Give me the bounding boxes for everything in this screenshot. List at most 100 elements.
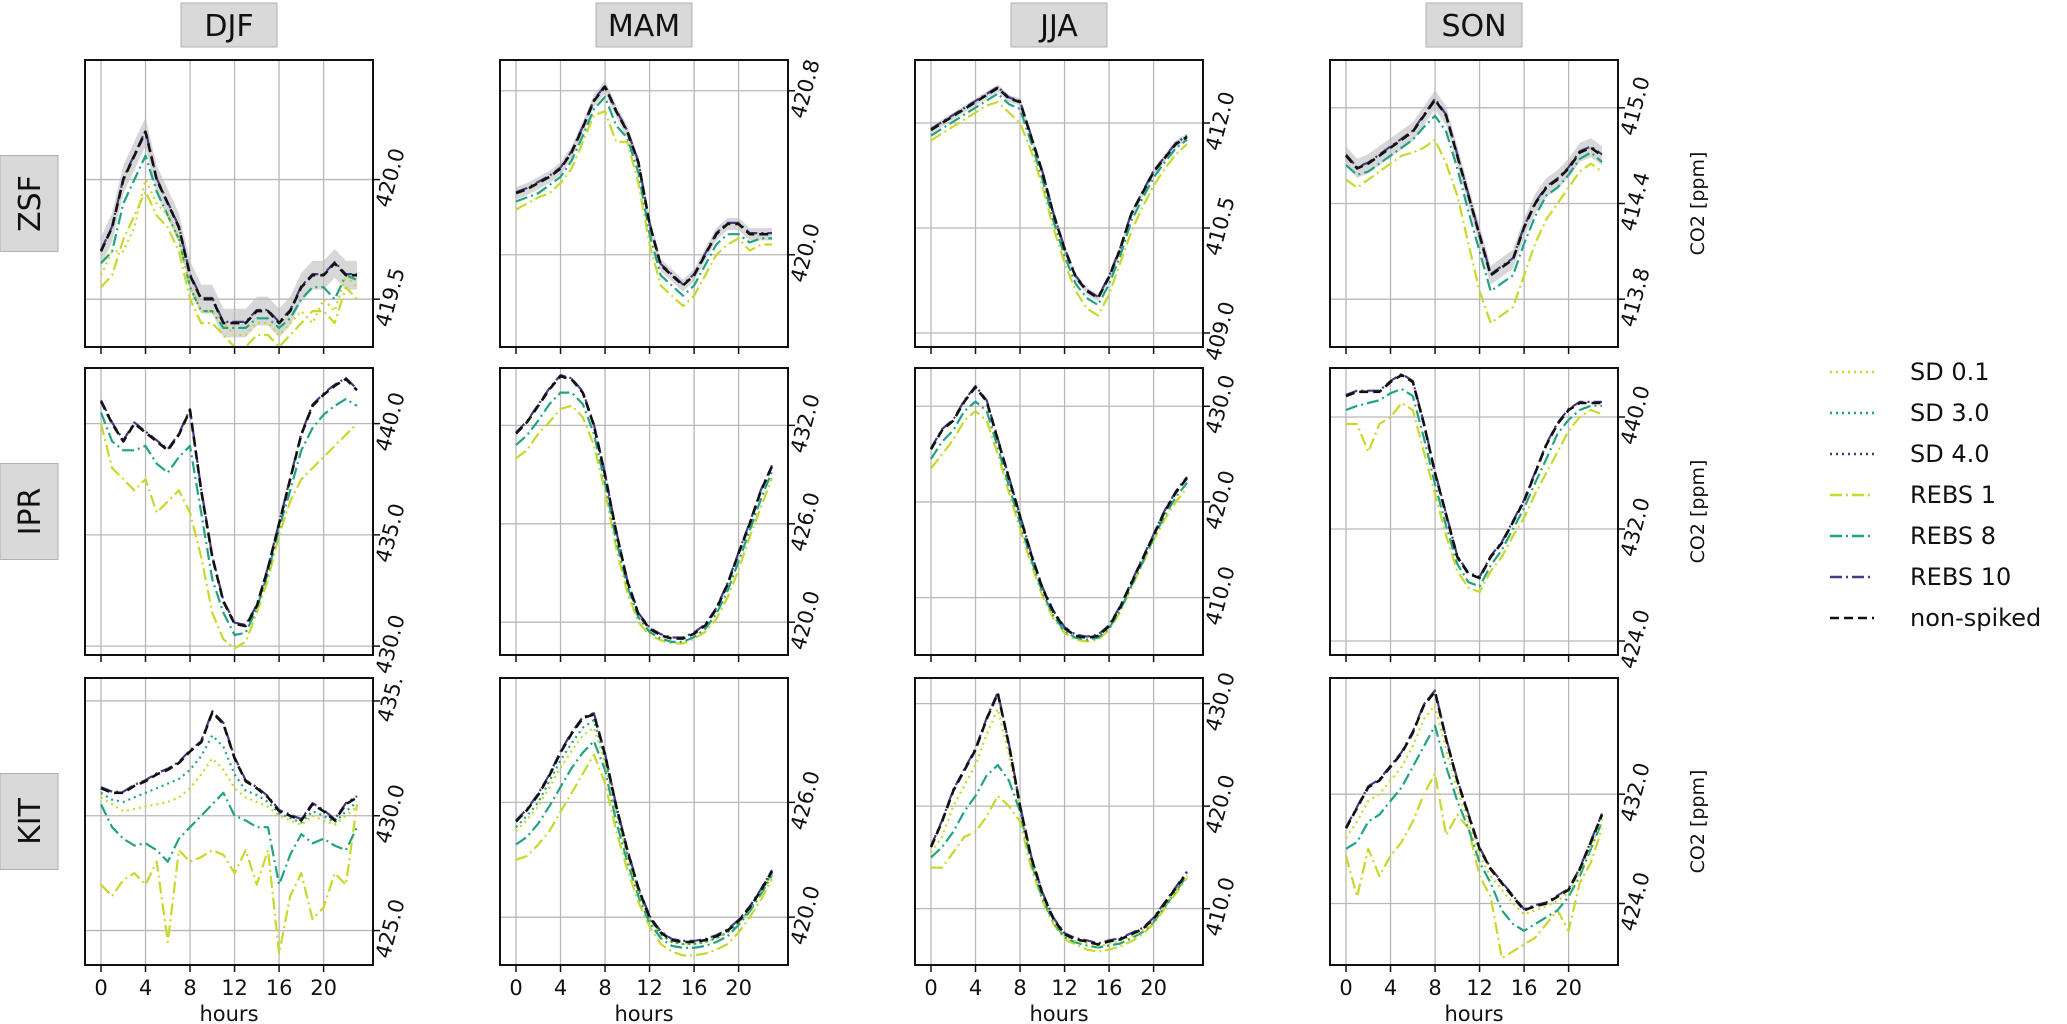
y-tick-label: 409.0 <box>1201 299 1240 363</box>
plot-frame <box>914 677 1204 966</box>
x-tick-label: 8 <box>1428 976 1441 1000</box>
plot-background <box>1330 678 1618 965</box>
column-header-box <box>1425 2 1523 48</box>
y-tick-label: 420.0 <box>371 146 410 210</box>
legend-label: non-spiked <box>1910 604 2041 632</box>
plot-frame <box>499 367 789 656</box>
x-tick-label: 20 <box>725 976 752 1000</box>
x-tick-label: 12 <box>221 976 248 1000</box>
y-tick-label: 410.5 <box>1201 194 1240 258</box>
y-tick-label: 432.0 <box>1616 760 1655 824</box>
plot-data <box>929 384 1189 643</box>
y-tick-label: 435. <box>373 673 408 724</box>
plot-data <box>930 84 1188 317</box>
y-tick-label: 435.0 <box>371 501 410 565</box>
row-header-label: ZSF <box>13 175 48 232</box>
plot-data <box>1345 372 1603 594</box>
plot-background <box>915 368 1203 655</box>
y-tick-label: 432.0 <box>786 391 825 455</box>
plot-data <box>515 712 774 957</box>
y-tick-label: 414.4 <box>1616 170 1655 234</box>
plot-frame <box>1329 367 1619 656</box>
panel-zsf-jja: 409.0 410.5 412.0 <box>914 59 1240 363</box>
series-line-rebs-1 <box>515 404 774 645</box>
series-line-rebs-8 <box>100 154 358 329</box>
plot-background <box>500 368 788 655</box>
plot-data <box>1344 689 1604 960</box>
legend-label: REBS 8 <box>1910 522 1996 550</box>
plot-frame <box>499 59 789 348</box>
x-tick-label: 4 <box>969 976 982 1000</box>
panel-kit-son: 0 4 8 12 16 20 hours 424.0 432.0 CO2 [ppm] <box>1329 677 1709 1024</box>
panel-ipr-djf: 430.0 435.0 440.0 <box>84 367 410 676</box>
x-tick-label: 8 <box>598 976 611 1000</box>
row-header-box <box>0 463 59 560</box>
x-axis-label: hours <box>614 1002 673 1024</box>
x-tick-label: 16 <box>1096 976 1123 1000</box>
series-line-rebs-1 <box>515 110 772 308</box>
plot-background <box>500 678 788 965</box>
y-tick-label: 430.0 <box>371 612 410 676</box>
series-line-sd-3-0 <box>100 734 358 824</box>
y-tick-label: 412.0 <box>1201 89 1240 153</box>
y-axis-label: CO2 [ppm] <box>1687 152 1709 256</box>
uncertainty-band <box>1346 90 1602 285</box>
series-line-non-spiked <box>1345 98 1603 277</box>
x-tick-label: 16 <box>1511 976 1538 1000</box>
series-line-rebs-8 <box>1345 114 1603 293</box>
x-axis-label: hours <box>1029 1002 1088 1024</box>
x-tick-label: 20 <box>310 976 337 1000</box>
x-tick-label: 12 <box>1466 976 1493 1000</box>
y-tick-label: 424.0 <box>1616 870 1655 934</box>
plot-frame <box>84 59 374 348</box>
plot-frame <box>84 677 374 966</box>
series-line-rebs-8 <box>1345 724 1604 932</box>
plot-data <box>515 80 772 308</box>
plot-frame <box>1329 677 1619 966</box>
series-line-rebs-8 <box>99 398 358 637</box>
y-tick-label: 420.0 <box>786 588 825 652</box>
series-line-rebs-1 <box>100 190 358 347</box>
x-tick-label: 20 <box>1140 976 1167 1000</box>
y-tick-label: 420.0 <box>786 221 825 285</box>
y-tick-label: 420.0 <box>786 883 825 947</box>
x-tick-label: 0 <box>924 976 937 1000</box>
series-line-rebs-8 <box>1345 387 1602 588</box>
y-tick-label: 432.0 <box>1616 495 1655 559</box>
plot-data <box>99 117 358 347</box>
series-line-sd-0-1 <box>1345 704 1604 916</box>
plot-frame <box>499 677 789 966</box>
series-line-non-spiked <box>1345 373 1602 580</box>
y-tick-label: 415.0 <box>1616 74 1655 138</box>
y-tick-label: 426.0 <box>786 490 825 554</box>
plot-background <box>85 368 373 655</box>
column-header-label: SON <box>1441 9 1506 44</box>
series-line-rebs-8 <box>930 764 1188 949</box>
panel-kit-mam: 0 4 8 12 16 20 hours 420.0 426.0 <box>499 677 825 1024</box>
column-header-label: DJF <box>204 9 253 44</box>
x-tick-label: 16 <box>266 976 293 1000</box>
y-axis-label: CO2 [ppm] <box>1687 460 1709 564</box>
row-header-label: IPR <box>13 488 48 536</box>
series-line-rebs-8 <box>515 95 772 297</box>
column-header-label: MAM <box>608 9 680 44</box>
panel-ipr-jja: 410.0 420.0 430.0 <box>914 367 1240 662</box>
series-line-non-spiked <box>515 374 774 640</box>
y-tick-label: 410.0 <box>1201 875 1240 939</box>
y-tick-label: 440.0 <box>371 390 410 454</box>
series-line-rebs-8 <box>515 391 774 643</box>
y-tick-label: 430.0 <box>1201 670 1240 734</box>
legend: SD 0.1 SD 3.0 SD 4.0 REBS 1 REBS 8 REBS 10 non… <box>1830 358 2041 632</box>
series-line-rebs-1 <box>1344 772 1604 960</box>
y-tick-label: 419.5 <box>371 265 410 329</box>
plot-background <box>1330 368 1618 655</box>
column-header-box <box>595 2 693 48</box>
series-line-non-spiked <box>929 692 1189 946</box>
panel-ipr-son: 424.0 432.0 440.0 CO2 [ppm] <box>1329 367 1709 671</box>
plot-background <box>915 60 1203 347</box>
plot-background <box>85 678 373 965</box>
row-header-box <box>0 773 59 870</box>
series-line-sd-0-1 <box>100 757 358 826</box>
x-tick-label: 8 <box>183 976 196 1000</box>
